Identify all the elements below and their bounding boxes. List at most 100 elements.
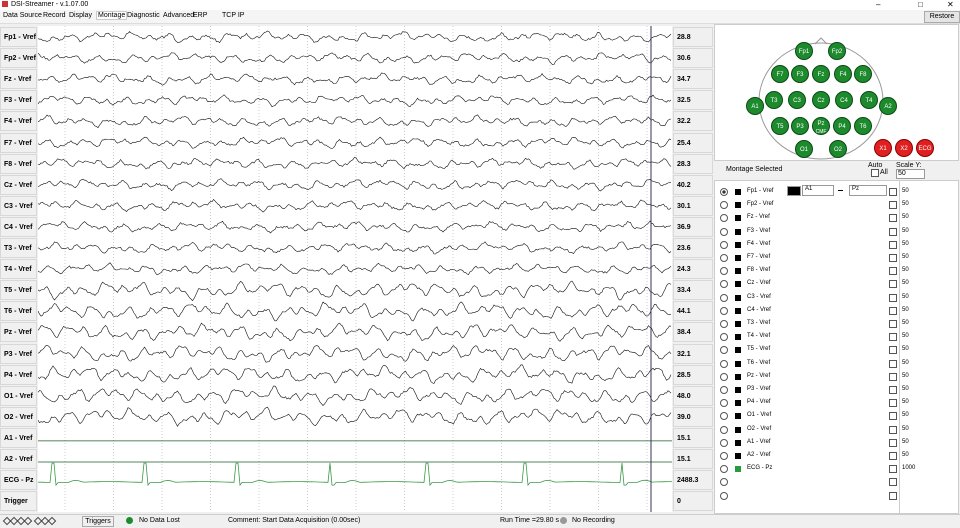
scale-checkbox[interactable]: [889, 240, 897, 249]
row-radio[interactable]: [720, 465, 728, 474]
electrode[interactable]: T5: [771, 117, 789, 135]
scale-checkbox[interactable]: [889, 333, 897, 342]
row-radio[interactable]: [720, 201, 728, 210]
electrode[interactable]: A1: [746, 97, 764, 115]
lost-indicator: [126, 517, 133, 524]
row-radio[interactable]: [720, 478, 728, 487]
row-radio[interactable]: [720, 491, 728, 500]
channel-value: 38.4: [673, 322, 713, 343]
channel-label: A1 - Vref: [0, 427, 37, 448]
electrode[interactable]: F4: [834, 65, 852, 83]
menu-item[interactable]: Display: [69, 12, 92, 19]
electrode[interactable]: F7: [771, 65, 789, 83]
close[interactable]: ✕: [947, 0, 954, 9]
menu-item[interactable]: ERP: [193, 12, 208, 19]
electrode[interactable]: F8: [854, 65, 872, 83]
aux-electrode[interactable]: ECG: [916, 139, 934, 157]
triggers-button[interactable]: Triggers: [82, 516, 114, 527]
menu-item[interactable]: Diagnostic: [127, 12, 160, 19]
menu-item[interactable]: Data Source: [3, 12, 42, 19]
scale-checkbox[interactable]: [889, 491, 897, 500]
comment: Comment: Start Data Acquisition (0.00sec…: [228, 517, 361, 524]
scale-checkbox[interactable]: [889, 320, 897, 328]
aux-electrode[interactable]: X2: [895, 139, 913, 157]
all-checkbox[interactable]: [871, 169, 879, 177]
row-radio[interactable]: [720, 346, 728, 355]
restore-button[interactable]: Restore: [924, 11, 960, 23]
row-scale: 50: [902, 254, 909, 260]
electrode[interactable]: Cz: [812, 91, 830, 109]
electrode[interactable]: P3: [791, 117, 809, 135]
row-radio[interactable]: [720, 372, 728, 381]
menu-item[interactable]: Record: [43, 12, 66, 19]
electrode[interactable]: O1: [795, 140, 813, 158]
row-radio[interactable]: [720, 333, 728, 342]
channel-label: P4 - Vref: [0, 364, 37, 385]
menu-item[interactable]: Montage: [96, 11, 128, 20]
minimize[interactable]: –: [876, 0, 881, 9]
row-radio[interactable]: [720, 359, 728, 368]
ref-a-select[interactable]: A1: [802, 185, 834, 196]
scale-checkbox[interactable]: [889, 227, 897, 236]
scale-checkbox[interactable]: [889, 386, 897, 394]
electrode[interactable]: T4: [860, 91, 878, 109]
row-radio[interactable]: [720, 214, 728, 223]
electrode[interactable]: Pz CMF: [812, 117, 830, 135]
row-radio[interactable]: [720, 386, 728, 394]
ref-dash: [838, 190, 843, 191]
row-radio[interactable]: [720, 227, 728, 236]
menu-item[interactable]: Advanced: [163, 12, 195, 19]
scale-checkbox[interactable]: [889, 438, 897, 447]
row-scale: 50: [902, 293, 909, 300]
scale-checkbox[interactable]: [889, 267, 897, 276]
scale-checkbox[interactable]: [889, 399, 897, 408]
electrode[interactable]: Fz: [812, 65, 830, 83]
row-radio[interactable]: [720, 188, 728, 196]
scale-checkbox[interactable]: [889, 280, 897, 289]
row-radio[interactable]: [720, 452, 728, 460]
electrode[interactable]: F3: [791, 65, 809, 83]
scale-checkbox[interactable]: [889, 214, 897, 223]
scale-checkbox[interactable]: [889, 452, 897, 460]
row-radio[interactable]: [720, 293, 728, 302]
electrode[interactable]: T6: [854, 117, 872, 135]
row-radio[interactable]: [720, 254, 728, 262]
scale-checkbox[interactable]: [889, 306, 897, 315]
scale-checkbox[interactable]: [889, 346, 897, 355]
electrode[interactable]: Fp2: [828, 42, 846, 60]
row-radio[interactable]: [720, 267, 728, 276]
electrode[interactable]: O2: [829, 140, 847, 158]
row-radio[interactable]: [720, 438, 728, 447]
scale-checkbox[interactable]: [889, 359, 897, 368]
scale-select[interactable]: 50: [896, 169, 925, 179]
electrode[interactable]: Fp1: [795, 42, 813, 60]
ref-b-select[interactable]: Pz: [849, 185, 887, 196]
row-radio[interactable]: [720, 412, 728, 421]
aux-electrode[interactable]: X1: [874, 139, 892, 157]
scale-checkbox[interactable]: [889, 425, 897, 434]
row-radio[interactable]: [720, 399, 728, 408]
row-radio[interactable]: [720, 425, 728, 434]
scale-checkbox[interactable]: [889, 293, 897, 302]
electrode[interactable]: C4: [835, 91, 853, 109]
scale-checkbox[interactable]: [889, 188, 897, 196]
scale-checkbox[interactable]: [889, 478, 897, 487]
channel-color: [735, 228, 741, 235]
electrode[interactable]: A2: [879, 97, 897, 115]
eeg-trace: [38, 262, 672, 275]
scale-checkbox[interactable]: [889, 254, 897, 262]
channel-color: [735, 466, 741, 473]
scale-checkbox[interactable]: [889, 412, 897, 421]
scale-checkbox[interactable]: [889, 201, 897, 210]
scale-checkbox[interactable]: [889, 465, 897, 474]
row-radio[interactable]: [720, 306, 728, 315]
row-radio[interactable]: [720, 280, 728, 289]
maximize[interactable]: □: [918, 0, 923, 9]
scale-checkbox[interactable]: [889, 372, 897, 381]
row-radio[interactable]: [720, 240, 728, 249]
electrode[interactable]: P4: [833, 117, 851, 135]
electrode[interactable]: T3: [765, 91, 783, 109]
menu-item[interactable]: TCP IP: [222, 12, 245, 19]
electrode[interactable]: C3: [788, 91, 806, 109]
row-radio[interactable]: [720, 320, 728, 328]
